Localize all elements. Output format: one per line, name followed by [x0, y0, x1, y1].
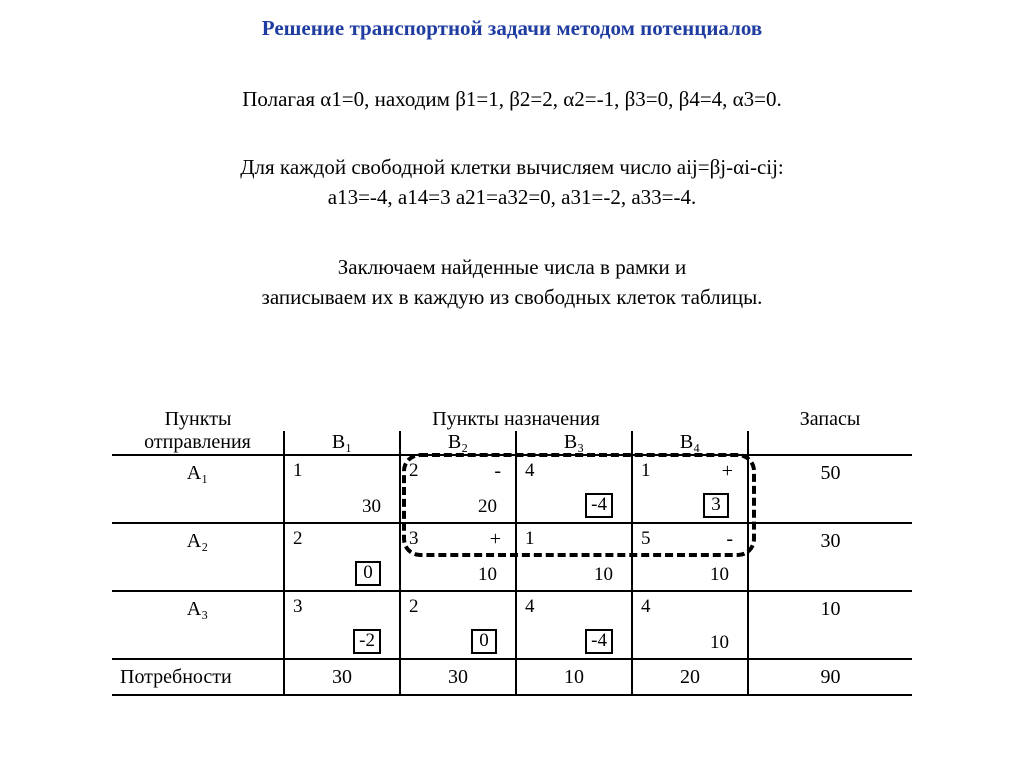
cell-a3-b1: 3 -2 — [284, 591, 400, 659]
cost: 2 — [293, 528, 303, 550]
p3-line1: Заключаем найденные числа в рамки и — [338, 255, 687, 279]
sign: - — [726, 528, 733, 551]
page: Решение транспортной задачи методом поте… — [0, 0, 1024, 768]
ship: 10 — [594, 564, 613, 586]
supply-a1: 50 — [748, 455, 912, 523]
boxed-eval: -2 — [353, 629, 381, 654]
cost: 2 — [409, 596, 419, 618]
paragraph-conclusion: Заключаем найденные числа в рамки и запи… — [0, 252, 1024, 313]
supply-a2: 30 — [748, 523, 912, 591]
boxed-eval: -4 — [585, 629, 613, 654]
demand-label: Потребности — [112, 659, 284, 695]
hdr-b3: B₃ — [516, 431, 632, 455]
hdr-b4: B₄ — [632, 431, 748, 455]
row-a1: A₁ 1 30 2 - 20 4 — [112, 455, 912, 523]
p3-line2: записываем их в каждую из свободных клет… — [262, 285, 763, 309]
cell-a1-b1: 1 30 — [284, 455, 400, 523]
row-demand: Потребности 30 30 10 20 90 — [112, 659, 912, 695]
sign: - — [494, 460, 501, 483]
cell-a3-b2: 2 0 — [400, 591, 516, 659]
cost: 5 — [641, 528, 651, 550]
cost: 4 — [525, 596, 535, 618]
paragraph-aij: Для каждой свободной клетки вычисляем чи… — [0, 152, 1024, 213]
label-a1: A₁ — [112, 455, 284, 523]
cost: 1 — [641, 460, 651, 482]
ship: 20 — [478, 496, 497, 518]
cost: 1 — [293, 460, 303, 482]
grand-total: 90 — [748, 659, 912, 695]
boxed-eval: -4 — [585, 493, 613, 518]
label-a3: A₃ — [112, 591, 284, 659]
paragraph-potentials: Полагая α1=0, находим β1=1, β2=2, α2=-1,… — [0, 84, 1024, 114]
ship: 10 — [710, 564, 729, 586]
p2-line1: Для каждой свободной клетки вычисляем чи… — [240, 155, 784, 179]
demand-b1: 30 — [284, 659, 400, 695]
cell-a2-b1: 2 0 — [284, 523, 400, 591]
row-a2: A₂ 2 0 3 + 10 1 — [112, 523, 912, 591]
page-title: Решение транспортной задачи методом поте… — [0, 16, 1024, 41]
header-row-2: отправления B₁ B₂ B₃ B₄ — [112, 431, 912, 455]
demand-b3: 10 — [516, 659, 632, 695]
boxed-eval: 3 — [703, 493, 729, 518]
cost: 4 — [641, 596, 651, 618]
hdr-destinations: Пункты назначения — [284, 408, 748, 431]
sign: + — [490, 528, 501, 551]
ship: 30 — [362, 496, 381, 518]
demand-b4: 20 — [632, 659, 748, 695]
boxed-eval: 0 — [355, 561, 381, 586]
cost: 1 — [525, 528, 535, 550]
hdr-b2: B₂ — [400, 431, 516, 455]
header-row-1: Пункты Пункты назначения Запасы — [112, 408, 912, 431]
cell-a2-b2: 3 + 10 — [400, 523, 516, 591]
label-a2: A₂ — [112, 523, 284, 591]
supply-a3: 10 — [748, 591, 912, 659]
cost: 3 — [293, 596, 303, 618]
hdr-sources-l2: отправления — [112, 431, 284, 455]
hdr-b1: B₁ — [284, 431, 400, 455]
transport-table: Пункты Пункты назначения Запасы отправле… — [112, 408, 912, 696]
transport-table-wrap: Пункты Пункты назначения Запасы отправле… — [112, 408, 912, 696]
ship: 10 — [478, 564, 497, 586]
ship: 10 — [710, 632, 729, 654]
hdr-supply: Запасы — [748, 408, 912, 431]
hdr-sources-l1: Пункты — [112, 408, 284, 431]
demand-b2: 30 — [400, 659, 516, 695]
cell-a1-b2: 2 - 20 — [400, 455, 516, 523]
cost: 2 — [409, 460, 419, 482]
cell-a2-b3: 1 10 — [516, 523, 632, 591]
cell-a1-b4: 1 + 3 — [632, 455, 748, 523]
boxed-eval: 0 — [471, 629, 497, 654]
cost: 4 — [525, 460, 535, 482]
row-a3: A₃ 3 -2 2 0 4 -4 — [112, 591, 912, 659]
cell-a3-b3: 4 -4 — [516, 591, 632, 659]
cell-a2-b4: 5 - 10 — [632, 523, 748, 591]
p2-line2: a13=-4, a14=3 a21=a32=0, a31=-2, a33=-4. — [328, 185, 696, 209]
sign: + — [722, 460, 733, 483]
cell-a3-b4: 4 10 — [632, 591, 748, 659]
cell-a1-b3: 4 -4 — [516, 455, 632, 523]
hdr-supply-blank — [748, 431, 912, 455]
cost: 3 — [409, 528, 419, 550]
